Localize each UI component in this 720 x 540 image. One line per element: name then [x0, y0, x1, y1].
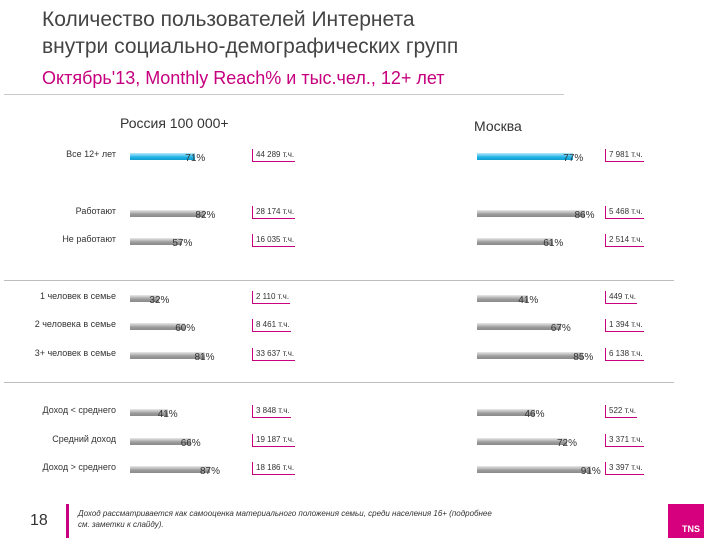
footnote: Доход рассматривается как самооценка мат…: [78, 509, 492, 529]
reach-label-russia: 81%: [194, 352, 215, 363]
reach-label-moscow: 41%: [518, 295, 539, 306]
russia-series-header: Россия 100 000+: [120, 115, 229, 131]
users-label-russia: 8 461 т.ч.: [252, 319, 291, 332]
header-divider: [4, 94, 564, 95]
users-label-moscow: 6 138 т.ч.: [605, 348, 644, 361]
users-label-russia: 16 035 т.ч.: [252, 234, 296, 247]
category-label: 1 человек в семье: [39, 291, 116, 301]
users-label-russia: 33 637 т.ч.: [252, 348, 296, 361]
reach-label-russia: 87%: [200, 466, 221, 477]
bar-russia: [130, 352, 205, 359]
bar-moscow: [477, 153, 574, 160]
category-label: Работают: [75, 206, 116, 216]
reach-label-russia: 41%: [157, 409, 178, 420]
bar-moscow: [477, 466, 591, 473]
bar-moscow: [477, 323, 561, 330]
reach-label-russia: 66%: [180, 438, 201, 449]
title-line-2: внутри социально-демографических групп: [42, 35, 459, 58]
page-number: 18: [30, 512, 48, 529]
bar-russia: [130, 323, 186, 330]
reach-label-russia: 57%: [172, 238, 193, 249]
logo-text: TNS: [682, 524, 700, 534]
bar-russia: [130, 409, 168, 416]
bar-russia: [130, 438, 191, 445]
reach-label-moscow: 86%: [574, 210, 595, 221]
reach-label-moscow: 91%: [580, 466, 601, 477]
bar-moscow: [477, 238, 554, 245]
bar-russia: [130, 238, 183, 245]
bar-russia: [130, 466, 210, 473]
users-label-russia: 19 187 т.ч.: [252, 434, 296, 447]
category-label: Все 12+ лет: [66, 149, 116, 159]
users-label-moscow: 7 981 т.ч.: [605, 149, 644, 162]
bar-moscow: [477, 409, 535, 416]
tns-logo: TNS: [668, 504, 704, 538]
reach-label-moscow: 85%: [573, 352, 594, 363]
page-subtitle: Октябрь'13, Monthly Reach% и тыс.чел., 1…: [42, 68, 445, 88]
bar-russia: [130, 153, 196, 160]
page-title: Количество пользователей Интернета внутр…: [42, 6, 702, 60]
category-label: 3+ человек в семье: [34, 348, 116, 358]
category-label: 2 человека в семье: [34, 319, 116, 329]
reach-label-moscow: 46%: [524, 409, 545, 420]
reach-label-moscow: 77%: [563, 153, 584, 164]
bar-moscow: [477, 352, 584, 359]
users-label-russia: 2 110 т.ч.: [252, 291, 291, 304]
users-label-russia: 18 186 т.ч.: [252, 462, 296, 475]
users-label-moscow: 1 394 т.ч.: [605, 319, 644, 332]
bar-moscow: [477, 295, 529, 302]
users-label-moscow: 3 397 т.ч.: [605, 462, 644, 475]
users-label-russia: 3 848 т.ч.: [252, 405, 291, 418]
bar-russia: [130, 210, 206, 217]
users-label-moscow: 449 т.ч.: [605, 291, 637, 304]
reach-label-russia: 82%: [195, 210, 216, 221]
users-label-moscow: 2 514 т.ч.: [605, 234, 644, 247]
users-label-moscow: 5 468 т.ч.: [605, 206, 644, 219]
bar-moscow: [477, 210, 585, 217]
reach-label-russia: 71%: [185, 153, 206, 164]
category-label: Доход < среднего: [42, 405, 116, 415]
group-divider-1: [4, 280, 674, 281]
reach-label-russia: 60%: [175, 323, 196, 334]
moscow-series-header: Москва: [474, 118, 522, 134]
users-label-moscow: 3 371 т.ч.: [605, 434, 644, 447]
title-line-1: Количество пользователей Интернета: [42, 8, 415, 31]
bar-russia: [130, 295, 160, 302]
users-label-moscow: 522 т.ч.: [605, 405, 637, 418]
users-label-russia: 44 289 т.ч.: [252, 149, 296, 162]
reach-label-russia: 32%: [149, 295, 170, 306]
category-label: Доход > среднего: [42, 462, 116, 472]
footnote-accent-bar: [66, 504, 69, 538]
bar-moscow: [477, 438, 567, 445]
users-label-russia: 28 174 т.ч.: [252, 206, 296, 219]
reach-label-moscow: 67%: [550, 323, 571, 334]
group-divider-2: [4, 382, 674, 383]
reach-label-moscow: 72%: [557, 438, 578, 449]
category-label: Не работают: [62, 234, 116, 244]
category-label: Средний доход: [52, 434, 116, 444]
reach-label-moscow: 61%: [543, 238, 564, 249]
